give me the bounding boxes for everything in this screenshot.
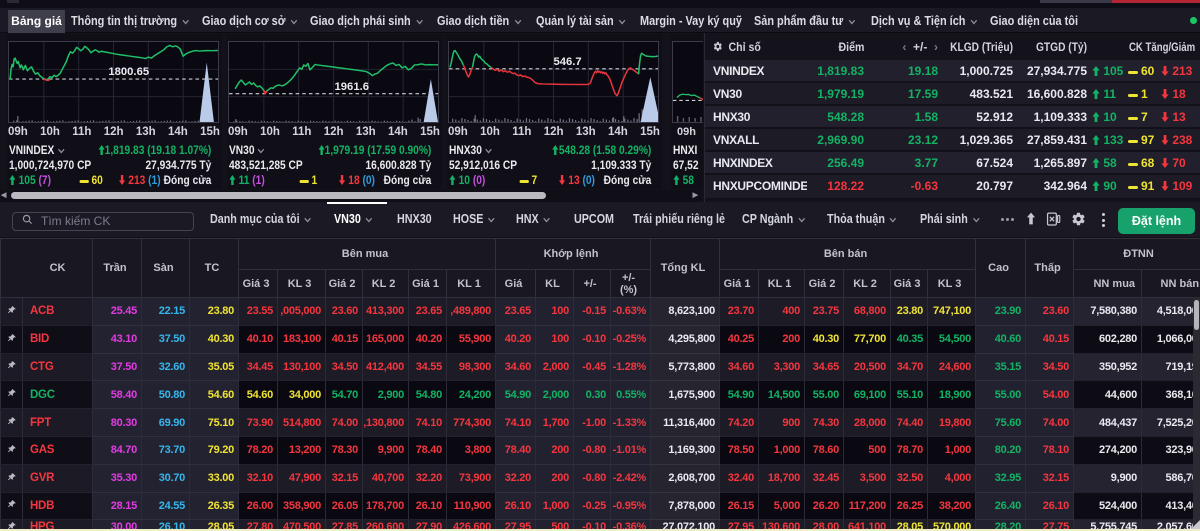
svg-text:1961.6: 1961.6 [335, 81, 369, 93]
svg-text:1800.65: 1800.65 [108, 66, 149, 78]
svg-text:546.7: 546.7 [554, 56, 582, 68]
